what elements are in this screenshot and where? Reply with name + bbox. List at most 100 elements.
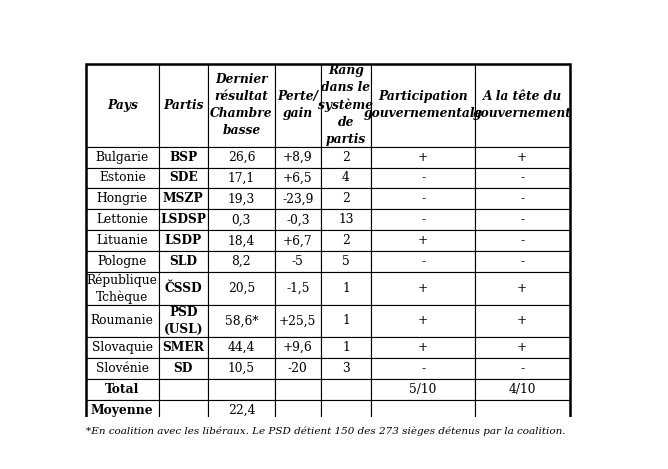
- Text: -: -: [520, 172, 524, 184]
- Bar: [86, 379, 158, 400]
- Text: -20: -20: [288, 362, 308, 375]
- Text: SD: SD: [174, 362, 193, 375]
- Bar: [86, 337, 158, 358]
- Bar: [321, 272, 371, 305]
- Bar: [208, 189, 275, 209]
- Bar: [321, 209, 371, 230]
- Text: 1: 1: [342, 341, 350, 354]
- Text: Pays: Pays: [107, 98, 138, 112]
- Bar: [321, 167, 371, 189]
- Text: 10,5: 10,5: [228, 362, 255, 375]
- Bar: [475, 63, 570, 147]
- Bar: [475, 379, 570, 400]
- Bar: [86, 167, 158, 189]
- Bar: [158, 209, 208, 230]
- Bar: [86, 272, 158, 305]
- Bar: [371, 209, 475, 230]
- Bar: [86, 305, 158, 337]
- Text: Estonie: Estonie: [99, 172, 146, 184]
- Bar: [275, 230, 321, 251]
- Text: +6,7: +6,7: [283, 234, 313, 247]
- Bar: [158, 379, 208, 400]
- Bar: [475, 167, 570, 189]
- Bar: [275, 251, 321, 272]
- Bar: [158, 358, 208, 379]
- Text: LSDP: LSDP: [164, 234, 202, 247]
- Text: -5: -5: [292, 255, 304, 268]
- Text: -: -: [520, 192, 524, 205]
- Text: 58,6*: 58,6*: [224, 315, 259, 327]
- Bar: [275, 272, 321, 305]
- Text: 4/10: 4/10: [508, 383, 536, 396]
- Text: A la tête du
gouvernement: A la tête du gouvernement: [473, 90, 572, 120]
- Text: 22,4: 22,4: [228, 404, 255, 417]
- Text: +25,5: +25,5: [279, 315, 317, 327]
- Bar: [475, 337, 570, 358]
- Bar: [475, 400, 570, 421]
- Text: +: +: [418, 234, 428, 247]
- Text: 8,2: 8,2: [232, 255, 251, 268]
- Bar: [371, 305, 475, 337]
- Bar: [158, 189, 208, 209]
- Text: MSZP: MSZP: [163, 192, 204, 205]
- Bar: [321, 63, 371, 147]
- Text: SLD: SLD: [169, 255, 197, 268]
- Text: -1,5: -1,5: [286, 282, 309, 295]
- Text: +8,9: +8,9: [283, 151, 313, 164]
- Bar: [371, 272, 475, 305]
- Text: -: -: [421, 213, 425, 227]
- Text: Total: Total: [105, 383, 140, 396]
- Text: 1: 1: [342, 315, 350, 327]
- Bar: [208, 337, 275, 358]
- Bar: [371, 337, 475, 358]
- Text: Lituanie: Lituanie: [96, 234, 148, 247]
- Bar: [86, 251, 158, 272]
- Bar: [275, 337, 321, 358]
- Bar: [475, 358, 570, 379]
- Text: Dernier
résultat
Chambre
basse: Dernier résultat Chambre basse: [210, 73, 273, 137]
- Text: SMER: SMER: [162, 341, 204, 354]
- Text: Partis: Partis: [163, 98, 204, 112]
- Text: +: +: [418, 315, 428, 327]
- Bar: [158, 230, 208, 251]
- Bar: [321, 379, 371, 400]
- Bar: [321, 230, 371, 251]
- Text: -0,3: -0,3: [286, 213, 309, 227]
- Text: 13: 13: [338, 213, 354, 227]
- Bar: [371, 400, 475, 421]
- Bar: [275, 167, 321, 189]
- Text: +: +: [418, 151, 428, 164]
- Text: 5: 5: [342, 255, 350, 268]
- Bar: [208, 251, 275, 272]
- Text: Lettonie: Lettonie: [96, 213, 148, 227]
- Bar: [321, 337, 371, 358]
- Text: Slovaquie: Slovaquie: [92, 341, 153, 354]
- Bar: [321, 400, 371, 421]
- Text: Bulgarie: Bulgarie: [96, 151, 149, 164]
- Bar: [208, 379, 275, 400]
- Text: -: -: [520, 362, 524, 375]
- Text: 20,5: 20,5: [228, 282, 255, 295]
- Bar: [158, 305, 208, 337]
- Bar: [371, 358, 475, 379]
- Bar: [475, 189, 570, 209]
- Text: République
Tchèque: République Tchèque: [87, 273, 158, 303]
- Bar: [371, 189, 475, 209]
- Bar: [208, 400, 275, 421]
- Bar: [275, 147, 321, 167]
- Text: 5/10: 5/10: [409, 383, 437, 396]
- Text: 26,6: 26,6: [228, 151, 255, 164]
- Text: -23,9: -23,9: [282, 192, 313, 205]
- Bar: [158, 167, 208, 189]
- Bar: [475, 230, 570, 251]
- Text: 0,3: 0,3: [232, 213, 251, 227]
- Text: Participation
gouvernementale: Participation gouvernementale: [363, 90, 483, 120]
- Bar: [475, 305, 570, 337]
- Text: ČSSD: ČSSD: [164, 282, 202, 295]
- Bar: [275, 305, 321, 337]
- Text: +: +: [418, 282, 428, 295]
- Bar: [158, 337, 208, 358]
- Text: -: -: [421, 192, 425, 205]
- Bar: [475, 209, 570, 230]
- Text: -: -: [421, 255, 425, 268]
